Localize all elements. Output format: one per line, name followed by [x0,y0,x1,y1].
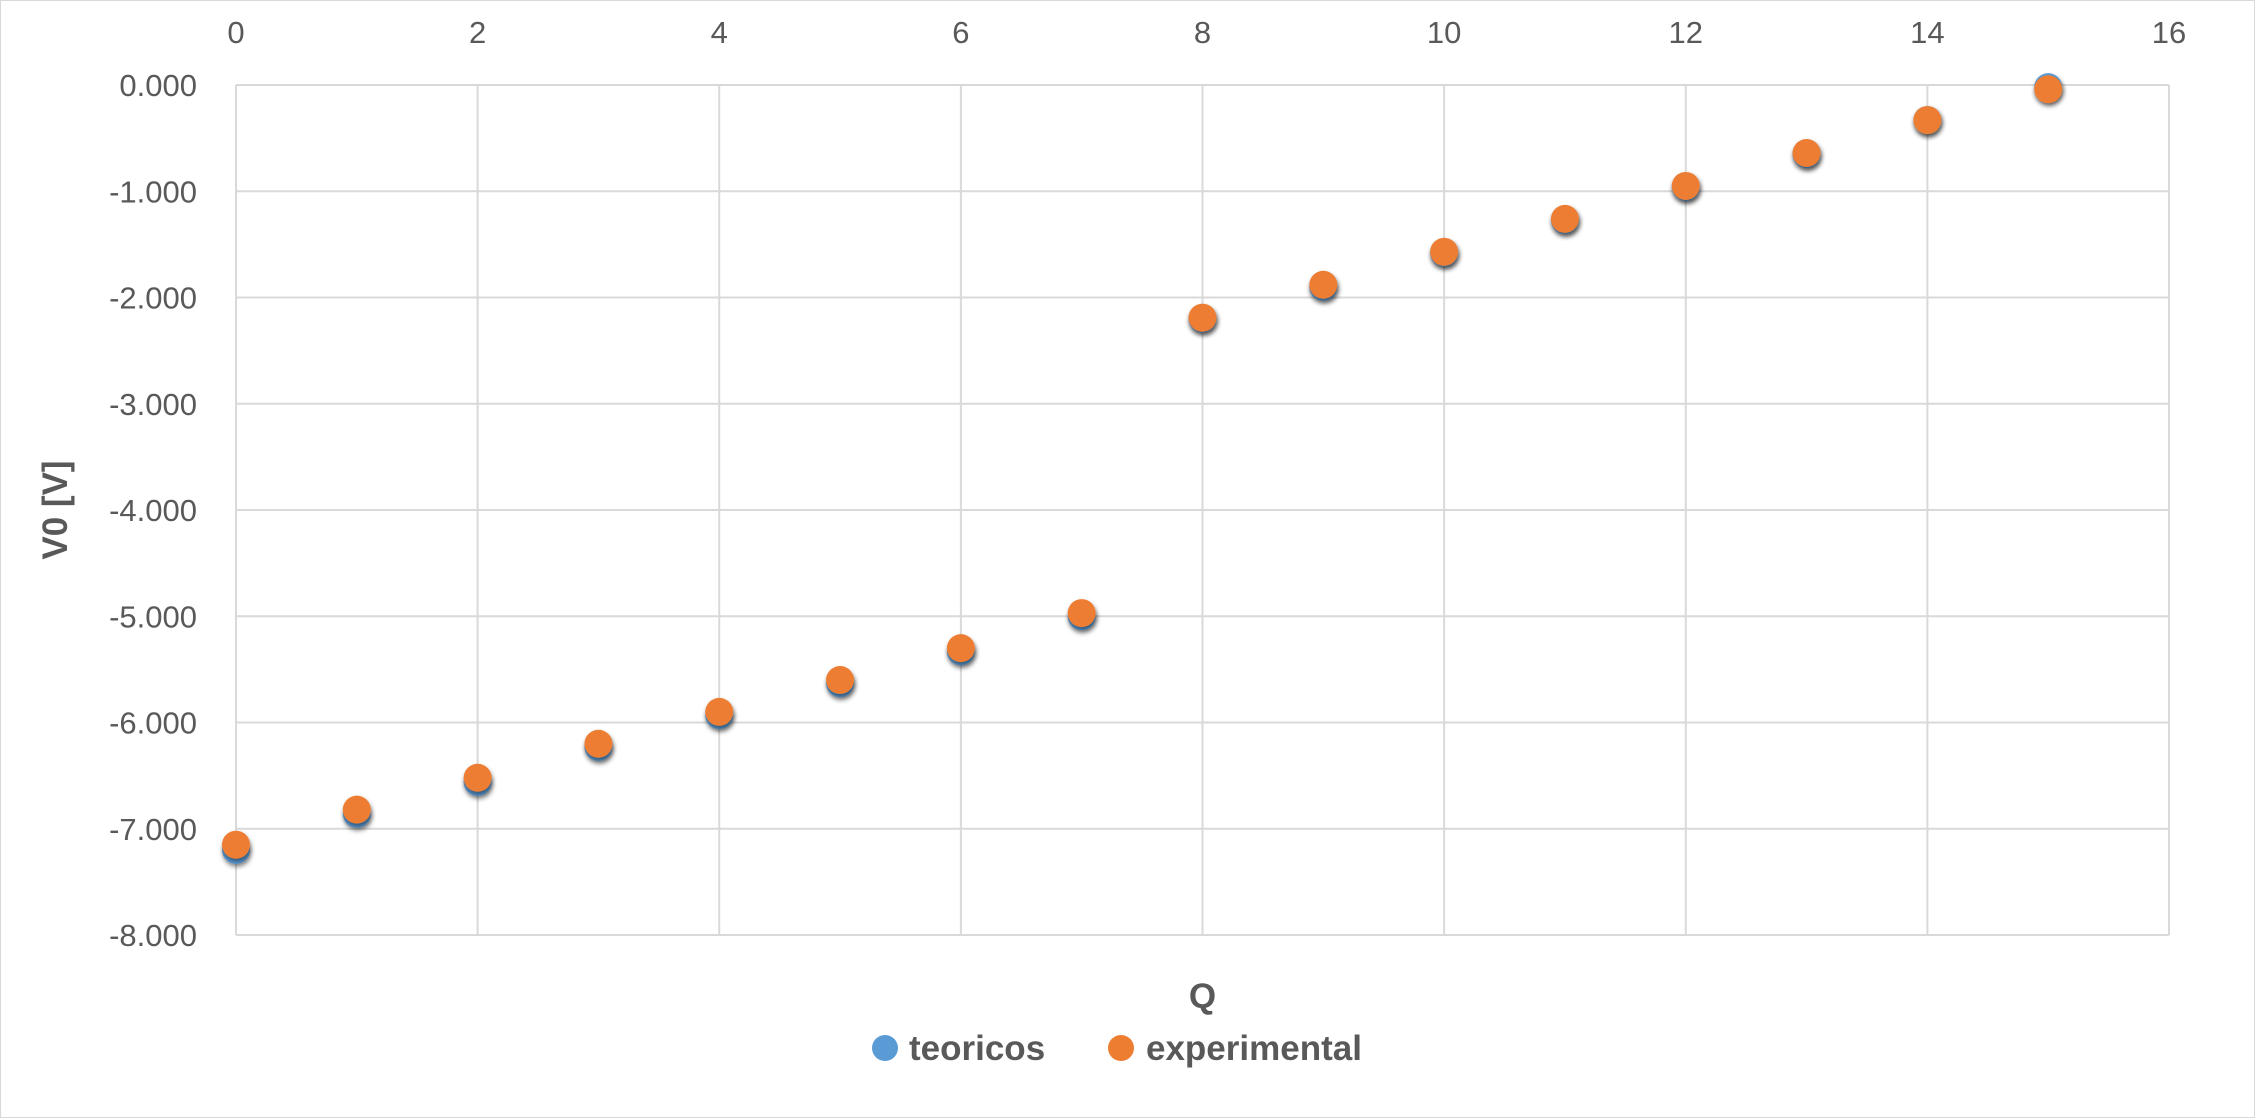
point-experimental [1067,599,1096,628]
y-tick-label: -2.000 [109,281,197,316]
legend-marker-teoricos [872,1035,898,1061]
x-tick-label: 14 [1910,15,1944,50]
y-axis-title: V0 [V] [36,460,75,559]
point-experimental [1188,303,1217,332]
x-tick-label: 4 [711,15,728,50]
point-experimental [463,763,492,792]
x-tick-label: 16 [2152,15,2186,50]
point-experimental [1309,270,1338,299]
point-experimental [705,697,734,726]
point-experimental [2034,75,2063,104]
y-tick-label: -3.000 [109,387,197,422]
point-experimental [1430,237,1459,266]
point-experimental [826,666,855,694]
y-tick-label: -4.000 [109,493,197,528]
x-axis-title: Q [1189,977,1216,1016]
legend-marker-experimental [1108,1035,1134,1061]
point-experimental [584,729,613,758]
y-tick-label: 0.000 [119,68,197,103]
y-tick-label: -8.000 [109,918,197,953]
gridlines [235,84,2170,936]
point-experimental [222,830,250,859]
legend-label-teoricos: teoricos [909,1029,1045,1068]
y-axis-ticks: 0.000 -1.000 -2.000 -3.000 -4.000 -5.000 -6.00… [109,68,197,953]
y-tick-label: -7.000 [109,812,197,847]
x-tick-label: 2 [469,15,486,50]
y-tick-label: -5.000 [109,599,197,634]
point-experimental [1792,139,1821,167]
x-tick-label: 6 [952,15,969,50]
y-tick-label: -6.000 [109,706,197,741]
x-tick-label: 0 [227,15,244,50]
point-experimental [342,795,371,824]
x-tick-label: 8 [1194,15,1211,50]
data-points [222,73,2063,864]
legend-label-experimental: experimental [1146,1029,1362,1068]
x-axis-ticks: 0 2 4 6 8 10 12 14 16 [227,15,2186,50]
x-tick-label: 10 [1427,15,1461,50]
point-experimental [1671,171,1700,200]
point-experimental [1550,204,1579,233]
y-tick-label: -1.000 [109,174,197,209]
x-tick-label: 12 [1669,15,1703,50]
legend: teoricos experimental [872,1029,1362,1068]
point-experimental [1913,106,1942,135]
point-experimental [946,634,975,663]
